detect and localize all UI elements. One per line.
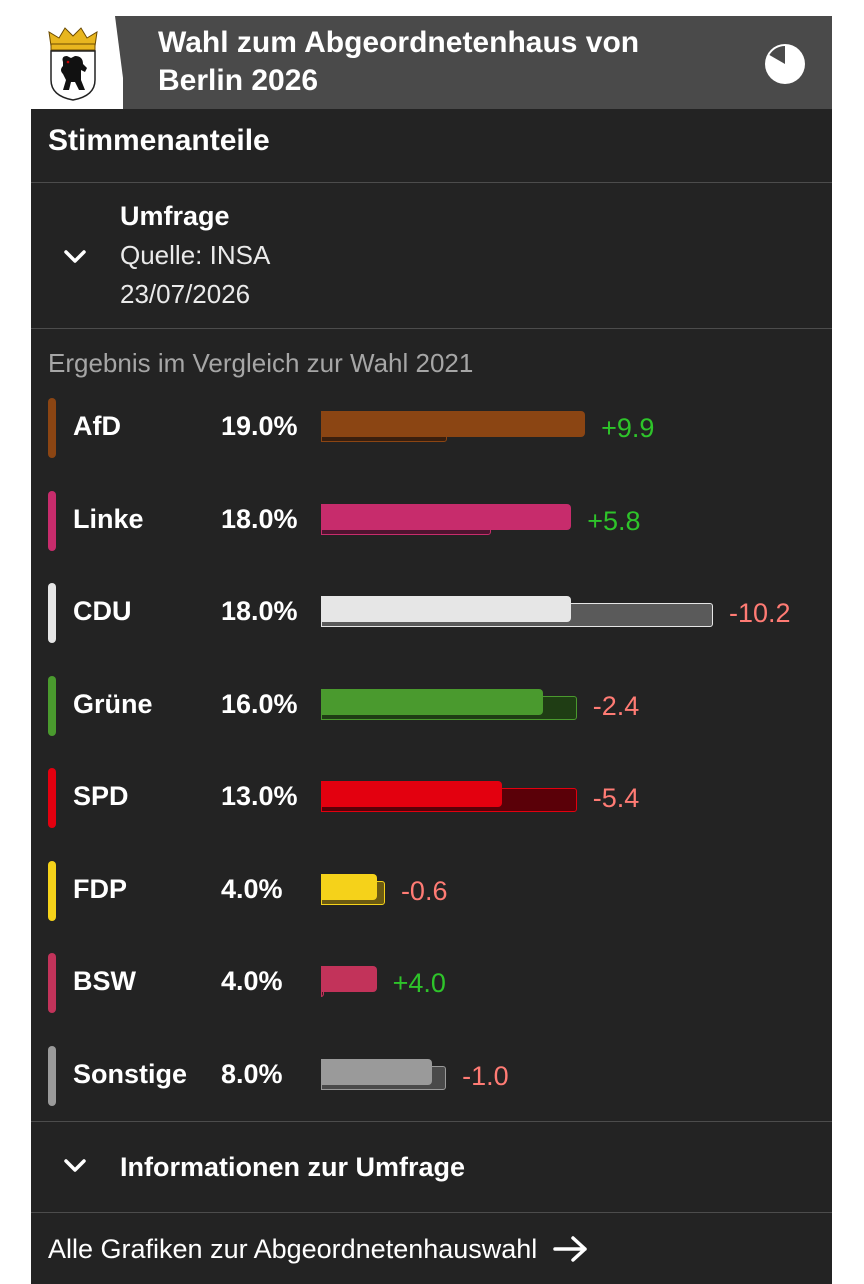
poll-title: Umfrage [120, 201, 230, 231]
party-change: -0.6 [400, 875, 448, 906]
party-color-swatch [48, 1045, 56, 1106]
bar-current-poll [321, 688, 544, 715]
bar-current-poll [321, 596, 572, 622]
party-row: Sonstige 8.0% -1.0 [31, 1045, 832, 1106]
page-title: Wahl zum Abgeordnetenhaus von Berlin 202… [158, 26, 640, 97]
party-row: Linke 18.0% +5.8 [31, 490, 832, 551]
party-change: -5.4 [592, 783, 640, 813]
party-name: SPD [73, 781, 129, 811]
party-name: Sonstige [73, 1058, 188, 1089]
party-row: SPD 13.0% -5.4 [31, 768, 832, 828]
bar-current-poll [321, 781, 502, 807]
party-color-swatch [48, 490, 56, 551]
arrow-right-icon [553, 1236, 588, 1262]
party-name: CDU [73, 596, 132, 626]
party-name: BSW [73, 966, 136, 996]
bar-current-poll [321, 1058, 433, 1085]
comparison-label: Ergebnis im Vergleich zur Wahl 2021 [48, 348, 474, 378]
party-bars: -5.4 [321, 768, 821, 828]
party-name: AfD [73, 411, 121, 441]
party-bars: +5.8 [321, 491, 821, 551]
divider [31, 1212, 832, 1213]
party-percentage: 4.0% [221, 873, 283, 904]
party-change: +4.0 [392, 968, 446, 998]
party-change: +9.9 [601, 413, 655, 443]
party-color-swatch [48, 953, 56, 1013]
party-name: FDP [73, 873, 127, 904]
party-percentage: 19.0% [221, 411, 298, 441]
party-row: BSW 4.0% +4.0 [31, 953, 832, 1013]
party-percentage: 18.0% [221, 596, 298, 626]
all-graphics-label: Alle Grafiken zur Abgeordnetenhauswahl [48, 1233, 538, 1264]
poll-card: Wahl zum Abgeordnetenhaus von Berlin 202… [31, 16, 832, 1284]
header-divider [115, 16, 127, 109]
chevron-down-icon [64, 1159, 86, 1172]
section-title: Stimmenanteile [48, 124, 270, 157]
party-percentage: 18.0% [221, 503, 298, 534]
party-bars: -10.2 [321, 583, 821, 643]
party-percentage: 4.0% [221, 966, 283, 996]
party-color-swatch [48, 768, 56, 828]
berlin-bear-crest-icon [48, 27, 98, 101]
pie-chart-icon[interactable] [764, 43, 806, 85]
poll-source: Quelle: INSA [120, 240, 271, 270]
party-row: AfD 19.0% +9.9 [31, 398, 832, 458]
party-percentage: 16.0% [221, 688, 298, 719]
party-name: Grüne [73, 688, 153, 719]
party-row: CDU 18.0% -10.2 [31, 583, 832, 643]
party-bars: -0.6 [321, 861, 821, 921]
header: Wahl zum Abgeordnetenhaus von Berlin 202… [31, 16, 832, 109]
bar-current-poll [321, 966, 377, 992]
bar-current-poll [321, 411, 586, 437]
divider [31, 182, 832, 183]
poll-source-toggle[interactable]: Umfrage Quelle: INSA 23/07/2026 [31, 183, 832, 328]
divider [31, 328, 832, 329]
party-row: Grüne 16.0% -2.4 [31, 675, 832, 736]
party-name: Linke [73, 503, 144, 534]
party-color-swatch [48, 398, 56, 458]
poll-info-label: Informationen zur Umfrage [120, 1152, 466, 1182]
poll-info-toggle[interactable]: Informationen zur Umfrage [31, 1121, 832, 1212]
crest-container [31, 16, 123, 109]
party-bars: -2.4 [321, 676, 821, 736]
all-graphics-link[interactable]: Alle Grafiken zur Abgeordnetenhauswahl [48, 1229, 589, 1269]
party-percentage: 13.0% [221, 781, 298, 811]
poll-date: 23/07/2026 [120, 279, 251, 309]
divider [31, 1121, 832, 1122]
party-color-swatch [48, 675, 56, 736]
party-color-swatch [48, 583, 56, 643]
bar-current-poll [321, 503, 572, 530]
party-bars: +4.0 [321, 953, 821, 1013]
party-row: FDP 4.0% -0.6 [31, 860, 832, 921]
party-change: -1.0 [462, 1060, 509, 1091]
party-bars: +9.9 [321, 398, 821, 458]
party-bars: -1.0 [321, 1046, 821, 1106]
party-percentage: 8.0% [221, 1058, 283, 1089]
party-color-swatch [48, 860, 56, 921]
party-change: +5.8 [587, 505, 641, 536]
bar-current-poll [321, 873, 377, 900]
party-change: -2.4 [592, 690, 640, 721]
chevron-down-icon [64, 250, 86, 263]
party-change: -10.2 [729, 598, 791, 628]
